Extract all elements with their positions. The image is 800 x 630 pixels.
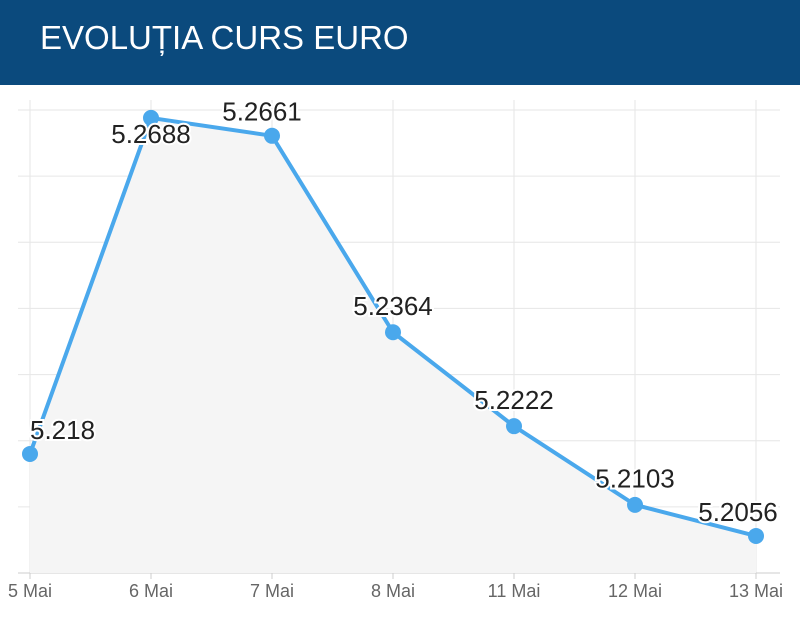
point (264, 127, 280, 144)
data-label: 5.2222 (474, 385, 554, 415)
x-tick-label: 6 Mai (129, 581, 173, 601)
point (627, 496, 643, 513)
data-label: 5.2056 (698, 497, 778, 527)
point (748, 527, 764, 544)
point (143, 109, 159, 126)
data-label: 5.2661 (222, 97, 302, 127)
data-label: 5.2364 (353, 291, 433, 321)
x-tick-label: 8 Mai (371, 581, 415, 601)
x-tick-label: 13 Mai (729, 581, 783, 601)
x-tick-label: 12 Mai (608, 581, 662, 601)
area (30, 117, 756, 574)
data-label: 5.2688 (111, 119, 191, 149)
x-tick-label: 7 Mai (250, 581, 294, 601)
point (385, 324, 401, 341)
x-tick-label: 11 Mai (488, 581, 541, 601)
data-label: 5.2103 (595, 464, 675, 494)
point (22, 445, 38, 462)
x-tick-label: 5 Mai (8, 581, 52, 601)
data-label: 5.218 (30, 415, 95, 445)
header-bar: EVOLUȚIA CURS EURO (0, 0, 800, 85)
chart: 5 Mai 6 Mai 7 Mai 8 Mai 11 Mai 12 Mai 13 Mai 5.… (8, 95, 783, 601)
point (506, 418, 522, 435)
chart-title: EVOLUȚIA CURS EURO (40, 19, 409, 56)
